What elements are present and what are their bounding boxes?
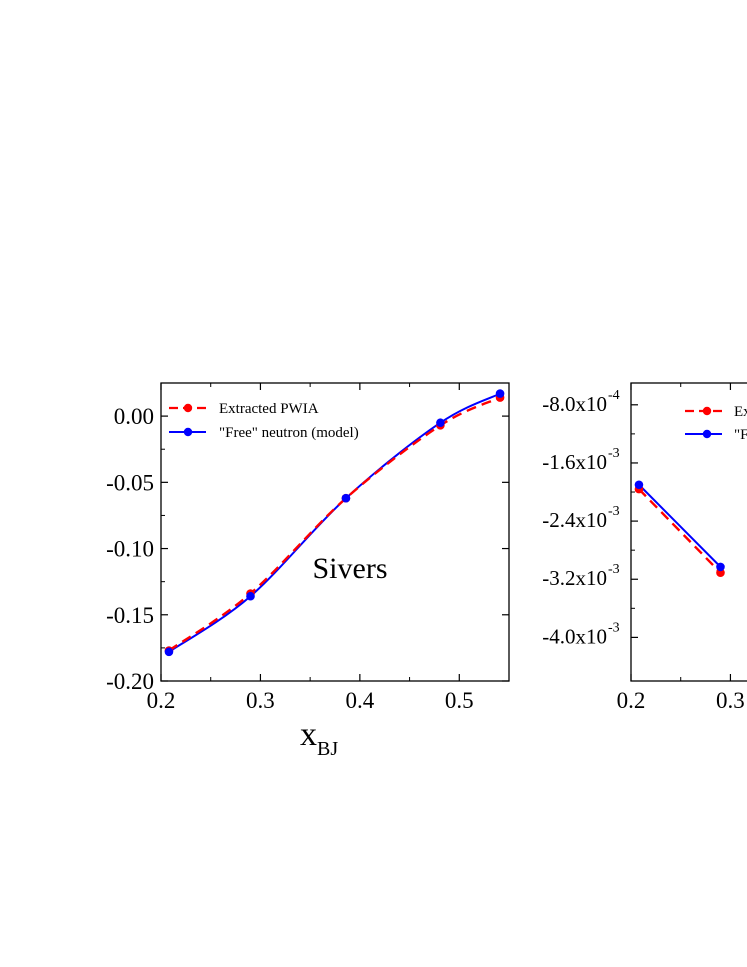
- x-tick-label: 0.4: [345, 688, 374, 713]
- y-tick-label: -0.05: [106, 470, 154, 495]
- y-tick-label: -0.10: [106, 537, 154, 562]
- y-tick-label: -2.4x10: [542, 508, 607, 532]
- sivers-panel: 0.00 -0.05 -0.10 -0.15 -0.20 0.2 0.3 0.4 0.5 Si…: [106, 382, 510, 760]
- legend-entry-free-neutron: "F: [685, 427, 747, 443]
- x-tick-label: 0.3: [716, 688, 745, 713]
- series-layer: [164, 389, 505, 657]
- legend-entry-pwia: Ex: [685, 404, 747, 420]
- legend-entry-free-neutron: "Free" neutron (model): [169, 425, 359, 441]
- y-tick-exponent: -3: [608, 620, 620, 635]
- y-tick-exponent: -4: [608, 388, 620, 403]
- data-point-free-neutron: [164, 647, 174, 657]
- series-line-pwia: [638, 488, 722, 574]
- x-axis: 0.2 0.3: [617, 383, 745, 713]
- data-point-free-neutron: [495, 389, 505, 398]
- data-point-free-neutron: [436, 418, 445, 428]
- y-axis: -8.0x10 -4-1.6x10 -3-2.4x10 -3-3.2x10 -3-4.0…: [542, 388, 638, 648]
- y-tick-exponent: -3: [608, 446, 620, 461]
- data-point-free-neutron: [246, 591, 255, 601]
- y-tick-label: -3.2x10: [542, 566, 607, 590]
- legend-entry-pwia: Extracted PWIA: [169, 401, 319, 417]
- legend-marker-free-neutron: [183, 427, 193, 437]
- legend-label-free-neutron: "Free" neutron (model): [219, 425, 359, 441]
- plot-frame: [160, 382, 510, 682]
- y-tick-label: -1.6x10: [542, 450, 607, 474]
- annotation-label: Sivers: [313, 552, 388, 585]
- legend-label-pwia: Extracted PWIA: [219, 401, 319, 417]
- series-line-pwia: [168, 396, 501, 652]
- y-tick-label: -4.0x10: [542, 624, 607, 648]
- x-axis-label: xBJ: [300, 716, 338, 760]
- y-tick-label: -0.15: [106, 603, 154, 628]
- data-point-free-neutron: [634, 480, 644, 490]
- y-tick-exponent: -3: [608, 504, 620, 519]
- legend-marker-pwia: [702, 406, 712, 416]
- data-point-free-neutron: [716, 562, 725, 572]
- legend: Extracted PWIA "Free" neutron (model): [169, 401, 359, 441]
- x-tick-label: 0.2: [147, 688, 176, 713]
- y-tick-label: -0.20: [106, 669, 154, 694]
- y-tick-label: -8.0x10: [542, 392, 607, 416]
- legend-label-free-neutron: "F: [734, 427, 747, 443]
- legend-marker-pwia: [183, 403, 193, 413]
- series-layer: [634, 480, 725, 578]
- x-tick-label: 0.3: [246, 688, 275, 713]
- plot-frame: [630, 382, 747, 682]
- x-tick-label: 0.5: [445, 688, 474, 713]
- y-axis: 0.00 -0.05 -0.10 -0.15 -0.20: [106, 404, 509, 694]
- legend-label-pwia: Ex: [734, 404, 747, 420]
- x-axis: 0.2 0.3 0.4 0.5: [147, 383, 474, 713]
- data-point-free-neutron: [341, 493, 351, 503]
- legend-marker-free-neutron: [702, 429, 712, 439]
- y-tick-exponent: -3: [608, 562, 620, 577]
- second-panel: -8.0x10 -4-1.6x10 -3-2.4x10 -3-3.2x10 -3-4.0…: [542, 382, 747, 713]
- series-line-free-neutron: [638, 484, 722, 568]
- legend: Ex "F: [685, 404, 747, 443]
- x-tick-label: 0.2: [617, 688, 646, 713]
- y-tick-label: 0.00: [114, 404, 154, 429]
